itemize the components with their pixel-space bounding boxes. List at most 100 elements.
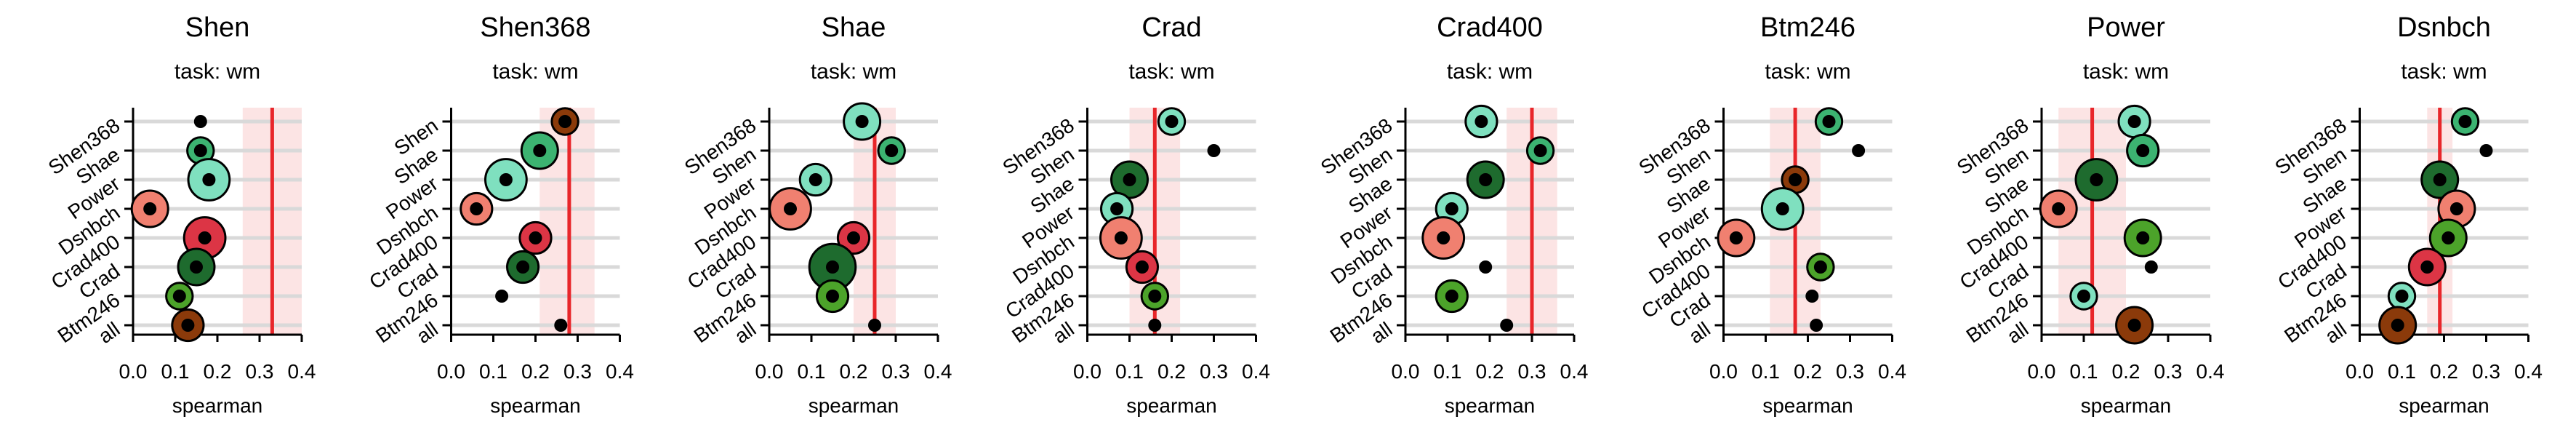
data-point	[558, 115, 572, 128]
data-point	[1810, 319, 1823, 332]
x-tick-label: 0.0	[1073, 360, 1102, 383]
data-point	[1822, 115, 1836, 128]
x-tick-label: 0.4	[2514, 360, 2543, 383]
data-point	[198, 231, 212, 244]
data-point	[868, 319, 881, 332]
chart-subtitle: task: wm	[1447, 60, 1533, 84]
data-point	[2077, 290, 2090, 303]
x-tick-label: 0.0	[1392, 360, 1420, 383]
data-point	[2144, 260, 2158, 274]
x-tick-label: 0.3	[1518, 360, 1546, 383]
chart-title: Crad400	[1437, 12, 1543, 43]
data-point	[529, 231, 542, 244]
data-point	[1813, 260, 1827, 274]
x-tick-label: 0.1	[479, 360, 507, 383]
data-point	[2479, 144, 2493, 157]
data-point	[1775, 202, 1789, 215]
x-axis-label: spearman	[490, 394, 581, 417]
x-tick-label: 0.3	[1200, 360, 1228, 383]
chart-subtitle: task: wm	[492, 60, 578, 84]
chart-title: Shen368	[480, 12, 590, 43]
data-point	[533, 144, 547, 157]
data-point	[1148, 319, 1162, 332]
data-point	[1445, 290, 1458, 303]
x-tick-label: 0.1	[1434, 360, 1462, 383]
x-axis-label: spearman	[1445, 394, 1536, 417]
data-point	[855, 115, 869, 128]
data-point	[495, 290, 509, 303]
data-point	[1110, 202, 1124, 215]
x-tick-label: 0.2	[2430, 360, 2458, 383]
data-point	[1729, 231, 1743, 244]
x-tick-label: 0.4	[288, 360, 316, 383]
x-tick-label: 0.0	[119, 360, 148, 383]
chart-subtitle: task: wm	[1128, 60, 1214, 84]
data-point	[2090, 173, 2103, 186]
data-point	[2127, 115, 2141, 128]
x-tick-label: 0.3	[2472, 360, 2500, 383]
data-point	[554, 319, 568, 332]
data-point	[1123, 173, 1136, 186]
data-point	[1479, 173, 1493, 186]
chart-title: Btm246	[1760, 12, 1855, 43]
chart-subtitle: task: wm	[174, 60, 260, 84]
x-tick-label: 0.1	[798, 360, 826, 383]
data-point	[499, 173, 513, 186]
x-tick-label: 0.4	[1878, 360, 1906, 383]
x-axis-label: spearman	[2081, 394, 2172, 417]
chart-title: Crad	[1141, 12, 1201, 43]
data-point	[826, 260, 839, 274]
data-point	[1114, 231, 1128, 244]
x-tick-label: 0.1	[2388, 360, 2416, 383]
data-point	[172, 290, 186, 303]
x-tick-label: 0.4	[1242, 360, 1270, 383]
x-tick-label: 0.0	[2346, 360, 2374, 383]
x-tick-label: 0.1	[1115, 360, 1144, 383]
data-point	[1165, 115, 1179, 128]
x-tick-label: 0.3	[246, 360, 274, 383]
data-point	[193, 115, 207, 128]
data-point	[143, 202, 157, 215]
x-tick-label: 0.2	[1476, 360, 1504, 383]
x-tick-label: 0.2	[1157, 360, 1186, 383]
data-point	[2136, 144, 2150, 157]
x-tick-label: 0.2	[2112, 360, 2140, 383]
x-axis-label: spearman	[1126, 394, 1217, 417]
data-point	[2136, 231, 2150, 244]
data-point	[2127, 319, 2141, 332]
x-axis-label: spearman	[1762, 394, 1853, 417]
x-tick-label: 0.4	[2196, 360, 2225, 383]
data-point	[1852, 144, 1866, 157]
chart-title: Power	[2087, 12, 2165, 43]
x-tick-label: 0.2	[1794, 360, 1822, 383]
data-point	[2052, 202, 2066, 215]
x-tick-label: 0.1	[161, 360, 190, 383]
chart-title: Shen	[185, 12, 250, 43]
chart-title: Shae	[822, 12, 886, 43]
data-point	[2458, 115, 2472, 128]
x-tick-label: 0.3	[563, 360, 592, 383]
data-point	[1805, 290, 1819, 303]
x-tick-label: 0.2	[840, 360, 868, 383]
data-point	[1437, 231, 1450, 244]
x-tick-label: 0.1	[2070, 360, 2098, 383]
data-point	[2449, 202, 2463, 215]
data-point	[2395, 290, 2409, 303]
data-point	[1474, 115, 1488, 128]
x-tick-label: 0.3	[2154, 360, 2183, 383]
data-point	[1500, 319, 1514, 332]
data-point	[1789, 173, 1802, 186]
data-point	[1445, 202, 1458, 215]
data-point	[2433, 173, 2447, 186]
chart-subtitle: task: wm	[2401, 60, 2487, 84]
x-tick-label: 0.0	[437, 360, 465, 383]
data-point	[826, 290, 839, 303]
